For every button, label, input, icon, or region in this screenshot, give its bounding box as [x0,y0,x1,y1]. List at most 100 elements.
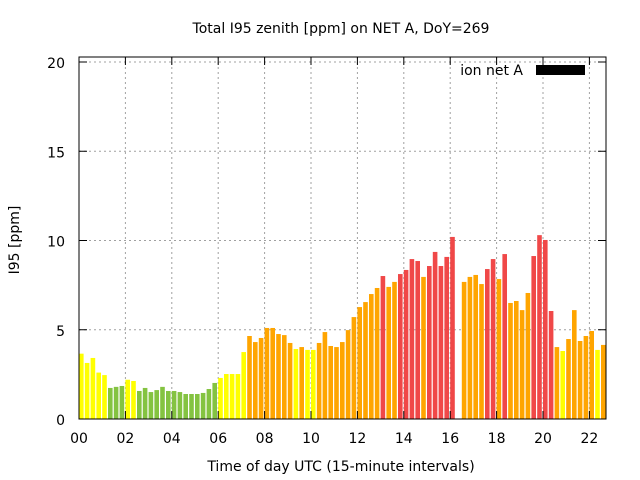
bar [258,337,264,419]
bar [432,251,438,419]
bar [525,292,531,419]
bar [467,276,473,419]
bar [496,279,502,419]
bar [229,374,235,419]
y-axis-label: I95 [ppm] [7,206,23,275]
x-tick-label: 18 [488,431,506,447]
bar [589,330,594,419]
bar [537,235,542,419]
y-tick-labels: 0 5 10 15 20 [47,56,65,429]
bar [195,394,200,419]
y-tick-label: 5 [56,324,65,340]
bar [131,380,136,419]
bar [502,254,507,419]
bar [409,259,415,419]
bar [386,286,391,419]
bar [177,392,183,419]
bar [438,266,444,419]
bar [212,382,217,419]
bar [519,310,525,419]
x-tick-label: 06 [209,431,227,447]
bar [84,362,90,419]
bar [554,347,560,419]
bar [282,335,287,419]
bar [543,239,548,419]
legend-swatch [536,65,585,75]
bar [421,276,426,419]
bar [287,342,293,419]
bar [357,307,362,419]
x-tick-label: 16 [441,431,459,447]
bar [369,294,374,419]
y-tick-label: 10 [47,235,65,251]
bar [206,389,212,419]
bar [253,342,258,419]
y-tick-label: 0 [56,413,65,429]
bar [90,357,96,419]
bar [200,392,206,419]
bar [363,302,368,419]
bar [148,392,154,419]
bar [247,335,252,419]
bar [351,317,357,419]
bar [96,372,101,419]
bars [79,235,606,419]
bar [311,349,316,419]
bar [485,269,490,419]
bar [595,349,600,419]
bar [415,261,420,419]
x-tick-label: 02 [116,431,134,447]
bar [264,327,270,419]
bar [403,269,409,419]
bar [113,386,119,419]
plot-frame [78,56,607,420]
bar [142,387,148,419]
bar [566,339,571,419]
bar [508,302,513,419]
bar [380,276,386,419]
bar [577,340,583,419]
bar [241,352,246,419]
bar [374,287,380,419]
bar [224,374,229,419]
y-tick-label: 15 [47,145,65,161]
bar [450,236,455,419]
bar [461,281,467,419]
bar [316,342,322,419]
x-tick-labels: 00 02 04 06 08 10 12 14 16 18 20 22 [70,431,598,447]
bar [166,390,171,419]
bar [305,349,310,419]
bar [345,330,351,419]
bar [601,344,606,419]
bar [218,377,223,419]
bar [299,347,304,419]
bar [322,332,328,419]
bar [125,379,130,419]
x-tick-label: 00 [70,431,88,447]
bar [183,394,188,419]
bar [171,390,177,419]
bar [334,347,339,419]
y-tick-label: 20 [47,56,65,72]
bar [79,353,84,419]
bar [235,374,241,419]
ticks [78,57,606,420]
bar [560,350,565,419]
legend: ion net A [460,63,585,79]
bar [119,385,125,419]
x-tick-label: 10 [302,431,320,447]
bar [154,390,159,419]
x-axis-label: Time of day UTC (15-minute intervals) [206,459,474,475]
bar [531,256,536,419]
bar [572,310,577,419]
bar [276,334,281,419]
bar [340,342,345,419]
bar [398,274,403,419]
x-tick-label: 20 [534,431,552,447]
bar [514,301,519,419]
bar [270,327,275,419]
bar [189,394,194,419]
x-tick-label: 04 [163,431,181,447]
bar [160,386,165,419]
